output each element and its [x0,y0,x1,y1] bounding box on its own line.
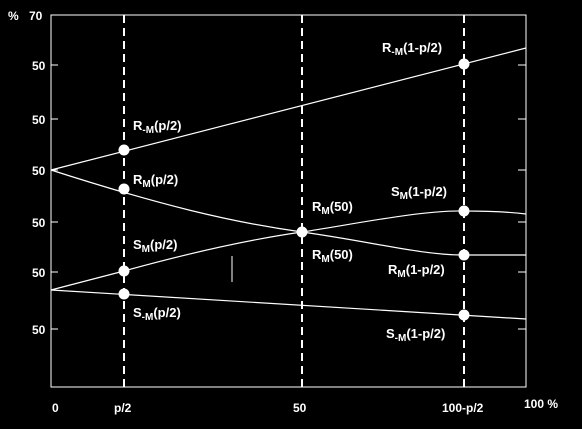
label-r-minus-m-1: R-M(1-p/2) [382,40,442,58]
dot-s-m-p2 [118,265,130,277]
y-tick-label: 50 [32,113,46,127]
dot-s-m-1 [458,205,470,217]
y-tick-label: 50 [32,266,46,280]
dot-s-minus-m-p2 [118,288,130,300]
dot-s-minus-m-1 [458,309,470,321]
x-tick-label: 0 [52,401,59,415]
label-s-m-1: SM(1-p/2) [391,184,447,202]
label-r-m-p2: RM(p/2) [133,172,178,190]
markers [118,58,470,321]
y-unit-label: % [8,9,19,23]
x-tick-label: p/2 [114,401,132,415]
y-tick-label: 50 [32,323,46,337]
curve-s-minus-m [50,289,527,320]
dot-r-minus-m-p2 [118,144,130,156]
y-tick-label: 50 [32,216,46,230]
curves [50,47,527,320]
label-r-m-50-bottom: RM(50) [312,247,353,265]
plot-frame [50,14,527,388]
label-r-minus-m-p2: R-M(p/2) [133,118,182,136]
curve-s-m [50,210,527,291]
dashed-guides [123,15,465,387]
x-unit-label: 100 % [524,397,558,411]
y-top-label: 70 [29,9,43,23]
label-s-minus-m-1: S-M(1-p/2) [386,326,445,344]
dot-r-m-p2 [118,183,130,195]
y-tick-label: 50 [32,59,46,73]
x-tick-label: 100-p/2 [442,401,484,415]
dot-r-m-1 [458,249,470,261]
curve-r-m [50,169,526,256]
dot-center-50 [296,226,308,238]
label-r-m-1: RM(1-p/2) [388,262,445,280]
y-tick-label: 50 [32,164,46,178]
label-s-m-p2: SM(p/2) [133,237,177,255]
right-ticks [518,64,526,330]
label-r-m-50-top: RM(50) [312,199,353,217]
dot-r-minus-m-1 [458,58,470,70]
curve-r-minus-m [50,47,527,171]
x-tick-label: 50 [293,401,307,415]
label-s-minus-m-p2: S-M(p/2) [133,305,181,323]
